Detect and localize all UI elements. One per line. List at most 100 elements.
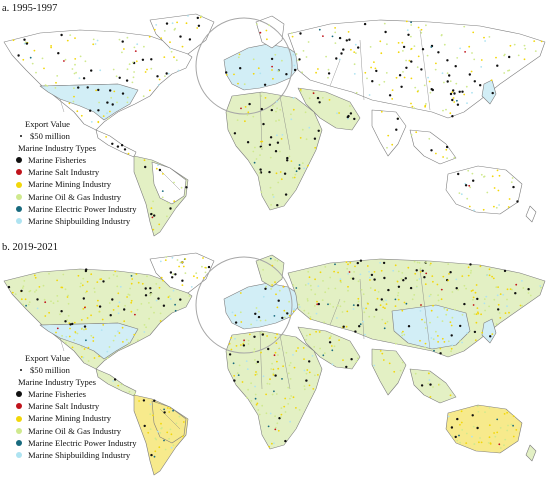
industry-marker [250, 382, 253, 385]
industry-marker [428, 295, 431, 298]
industry-marker [336, 304, 339, 307]
industry-marker [292, 53, 295, 56]
industry-marker [162, 304, 166, 307]
industry-marker [109, 314, 112, 317]
industry-marker [147, 431, 150, 434]
industry-marker [414, 372, 417, 375]
industry-marker [317, 285, 320, 287]
industry-marker [271, 284, 273, 286]
industry-marker [373, 271, 376, 273]
industry-marker [488, 305, 490, 308]
industry-marker [317, 129, 320, 132]
industry-marker [262, 268, 264, 271]
industry-marker [447, 263, 450, 265]
industry-marker [263, 83, 267, 87]
industry-marker [485, 295, 488, 298]
industry-marker [268, 445, 271, 448]
industry-marker [308, 360, 311, 363]
industry-marker [476, 297, 479, 301]
industry-marker [400, 85, 403, 89]
industry-marker [379, 40, 382, 43]
industry-marker [84, 306, 86, 309]
industry-marker [456, 57, 459, 59]
industry-marker [356, 261, 359, 265]
industry-marker [69, 323, 72, 326]
middle-east [297, 87, 361, 131]
industry-marker [484, 309, 486, 312]
industry-marker [424, 283, 427, 286]
industry-marker [73, 95, 75, 98]
industry-marker [158, 168, 162, 172]
industry-marker [110, 96, 113, 99]
industry-marker [83, 328, 85, 331]
industry-marker [25, 42, 29, 45]
industry-marker [430, 309, 433, 312]
industry-marker [254, 393, 257, 396]
industry-marker [255, 307, 258, 309]
industry-marker [154, 450, 157, 453]
industry-marker [429, 293, 432, 296]
industry-marker [427, 382, 430, 385]
industry-marker [87, 346, 90, 349]
industry-marker [255, 371, 257, 373]
industry-marker [133, 46, 136, 49]
industry-marker [379, 261, 382, 264]
industry-marker [384, 30, 387, 34]
industry-marker [163, 439, 165, 442]
industry-marker [420, 384, 424, 387]
industry-marker [62, 273, 65, 276]
industry-marker [438, 383, 441, 386]
industry-marker [237, 374, 240, 376]
industry-marker [274, 351, 277, 354]
industry-marker [443, 307, 446, 310]
industry-marker [383, 80, 386, 83]
industry-marker [510, 181, 513, 184]
industry-marker [242, 341, 245, 343]
industry-marker [20, 289, 23, 293]
industry-marker [336, 112, 338, 115]
industry-marker [327, 68, 330, 71]
industry-marker [132, 76, 135, 79]
industry-marker [491, 275, 493, 278]
industry-marker [112, 339, 115, 342]
industry-marker [397, 285, 401, 288]
industry-marker [265, 285, 267, 288]
industry-marker [459, 441, 461, 444]
industry-marker [123, 148, 127, 151]
industry-marker [416, 279, 418, 282]
industry-marker [163, 411, 166, 414]
industry-marker [470, 269, 472, 272]
industry-marker [398, 74, 402, 77]
australia [445, 165, 523, 215]
industry-marker [80, 282, 82, 285]
industry-marker [174, 27, 177, 30]
industry-marker [304, 111, 307, 114]
industry-marker [450, 347, 453, 350]
industry-marker [98, 355, 100, 358]
industry-marker [404, 277, 407, 280]
industry-marker [87, 360, 90, 362]
industry-marker [429, 396, 432, 398]
industry-marker [274, 150, 278, 153]
industry-marker [319, 271, 322, 274]
industry-marker [311, 355, 314, 357]
industry-marker [261, 333, 264, 336]
industry-marker [401, 334, 404, 337]
mining-dot-icon [16, 181, 22, 188]
legend-item-fisheries: Marine Fisheries [16, 154, 137, 166]
industry-marker [252, 150, 255, 153]
industry-marker [463, 93, 466, 96]
industry-marker [123, 308, 126, 311]
industry-marker [288, 300, 290, 303]
industry-marker [23, 42, 26, 45]
industry-marker [428, 379, 431, 381]
industry-marker [125, 338, 128, 341]
oil-gas-dot-icon [16, 193, 22, 200]
industry-marker [380, 269, 383, 272]
industry-marker [287, 386, 290, 389]
industry-marker [506, 298, 508, 301]
industry-marker [352, 308, 355, 310]
industry-marker [246, 113, 249, 116]
india [371, 109, 407, 157]
industry-marker [301, 128, 304, 131]
